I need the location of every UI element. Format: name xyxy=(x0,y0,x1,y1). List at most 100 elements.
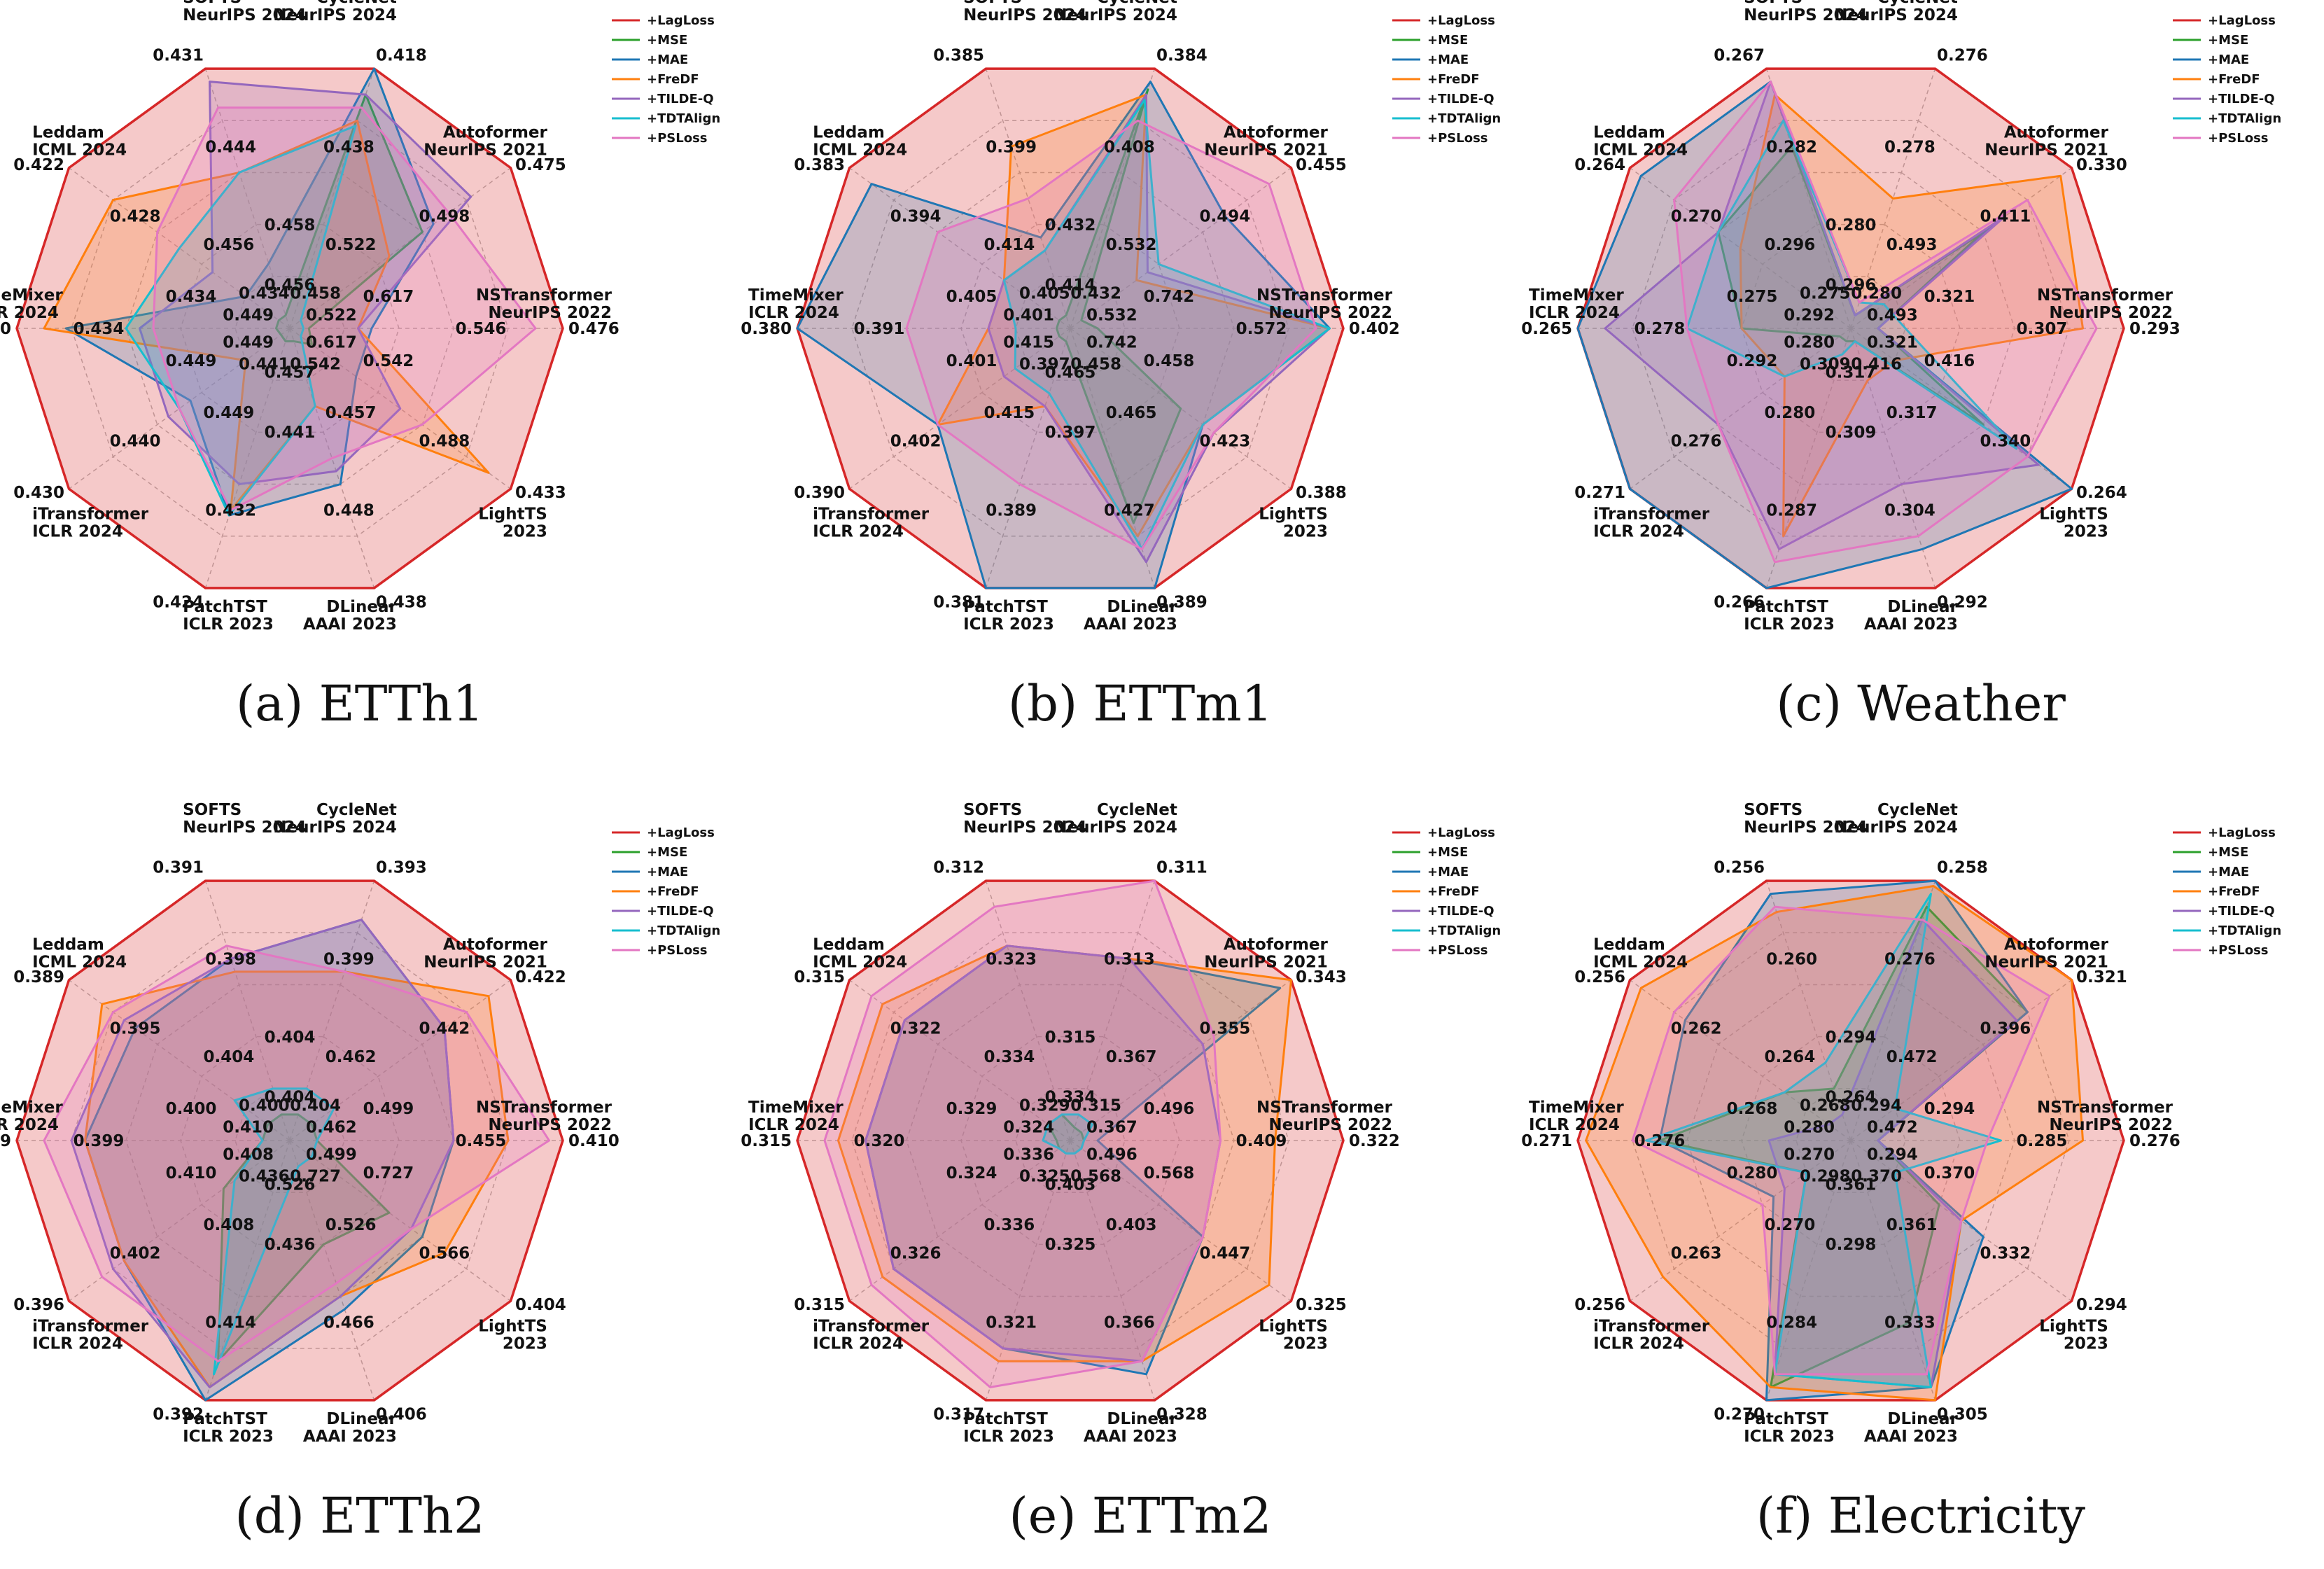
inner-value-label: 0.496 xyxy=(1144,1100,1195,1118)
axis-model-venue: ICLR 2024 xyxy=(1529,1116,1620,1134)
inner-value-label: 0.496 xyxy=(1086,1145,1138,1164)
worst-value-label: 0.313 xyxy=(1104,950,1155,968)
axis-model-venue: ICLR 2024 xyxy=(1529,304,1620,322)
inner-value-label: 0.321 xyxy=(1867,333,1918,351)
panel-caption: (a) ETTh1 xyxy=(236,675,484,732)
axis-model-name: iTransformer xyxy=(813,1318,930,1336)
axis-model-venue: NeurIPS 2022 xyxy=(1268,1116,1392,1134)
inner-value-label: 0.329 xyxy=(1019,1097,1070,1115)
worst-value-label: 0.438 xyxy=(323,138,374,156)
best-value-label: 0.380 xyxy=(741,320,792,338)
axis-spoke xyxy=(1070,1140,1156,1401)
inner-value-label: 0.522 xyxy=(306,307,357,325)
best-value-label: 0.343 xyxy=(1296,968,1347,986)
worst-value-label: 0.409 xyxy=(1236,1132,1287,1150)
inner-value-label: 0.404 xyxy=(204,1048,255,1066)
worst-value-label: 0.340 xyxy=(1980,432,2031,450)
inner-value-label: 0.499 xyxy=(306,1145,357,1164)
inner-value-label: 0.414 xyxy=(984,236,1035,254)
inner-value-label: 0.441 xyxy=(239,355,290,373)
grid-ring xyxy=(960,223,1180,433)
axis-spoke xyxy=(849,328,1071,489)
inner-value-label: 0.270 xyxy=(1765,1216,1816,1234)
series-area-psloss xyxy=(1631,905,2051,1376)
best-value-label: 0.418 xyxy=(376,46,427,64)
best-value-label: 0.293 xyxy=(2129,320,2180,338)
legend-entry-label: +LagLoss xyxy=(2208,13,2276,28)
axis-model-venue: ICLR 2023 xyxy=(963,1428,1054,1446)
axis-spoke xyxy=(289,167,511,329)
legend-entry-label: +TILDE-Q xyxy=(2208,92,2275,106)
axis-model-venue: ICLR 2024 xyxy=(1593,1335,1684,1353)
inner-value-label: 0.275 xyxy=(1727,288,1778,306)
inner-value-label: 0.568 xyxy=(1070,1167,1121,1185)
grid-ring xyxy=(851,120,1289,537)
inner-value-label: 0.309 xyxy=(1826,424,1877,442)
best-value-label: 0.276 xyxy=(1937,46,1988,64)
panel-caption: (d) ETTh2 xyxy=(234,1487,484,1544)
axis-model-venue: 2023 xyxy=(503,523,547,541)
inner-value-label: 0.408 xyxy=(223,1145,274,1164)
legend-entry-label: +MSE xyxy=(2208,33,2248,48)
inner-value-label: 0.336 xyxy=(1003,1145,1054,1164)
inner-value-label: 0.449 xyxy=(166,352,217,370)
worst-value-label: 0.333 xyxy=(1884,1314,1935,1332)
best-value-label: 0.292 xyxy=(1937,594,1988,612)
inner-value-label: 0.325 xyxy=(1019,1167,1070,1185)
axis-model-venue: ICLR 2023 xyxy=(1744,615,1835,634)
axis-model-venue: ICML 2024 xyxy=(1593,953,1688,971)
axis-model-venue: NeurIPS 2022 xyxy=(488,304,612,322)
worst-value-label: 0.466 xyxy=(323,1314,374,1332)
axis-model-venue: NeurIPS 2024 xyxy=(1834,6,1958,25)
grid-ring xyxy=(1015,276,1126,381)
axis-model-venue: ICLR 2024 xyxy=(0,304,59,322)
inner-value-label: 0.397 xyxy=(1045,424,1096,442)
inner-value-label: 0.317 xyxy=(1826,363,1877,382)
axis-model-venue: NeurIPS 2021 xyxy=(1204,953,1328,971)
axis-model-venue: ICLR 2024 xyxy=(1593,523,1684,541)
best-value-label: 0.256 xyxy=(1574,1296,1625,1314)
inner-value-label: 0.532 xyxy=(1106,236,1157,254)
axis-model-venue: NeurIPS 2024 xyxy=(963,818,1087,837)
axis-model-venue: NeurIPS 2024 xyxy=(183,6,307,25)
axis-model-name: DLinear xyxy=(326,1410,397,1428)
legend-entry-label: +TDTAlign xyxy=(2208,923,2281,938)
legend-entry-label: +FreDF xyxy=(647,884,699,899)
panel-caption: (c) Weather xyxy=(1776,675,2066,732)
best-value-label: 0.385 xyxy=(933,46,984,64)
inner-value-label: 0.294 xyxy=(1867,1145,1918,1164)
axis-spoke xyxy=(1070,880,1156,1141)
axis-model-venue: AAAI 2023 xyxy=(303,615,397,634)
series-area-tildeq xyxy=(1604,81,2040,550)
axis-model-name: Autoformer xyxy=(1224,123,1329,141)
inner-value-label: 0.432 xyxy=(1045,216,1096,235)
grid-ring xyxy=(851,932,1289,1349)
worst-value-label: 0.395 xyxy=(110,1020,161,1038)
worst-value-label: 0.546 xyxy=(456,320,507,338)
axis-model-venue: ICLR 2023 xyxy=(1744,1428,1835,1446)
inner-value-label: 0.449 xyxy=(223,333,274,351)
inner-value-label: 0.436 xyxy=(239,1167,290,1185)
inner-value-label: 0.280 xyxy=(1851,285,1902,303)
axis-model-name: CycleNet xyxy=(1097,801,1177,819)
axis-model-name: DLinear xyxy=(1107,1410,1177,1428)
inner-value-label: 0.465 xyxy=(1106,404,1157,422)
axis-spoke xyxy=(289,1140,511,1302)
axis-model-name: iTransformer xyxy=(32,1318,149,1336)
inner-value-label: 0.404 xyxy=(265,1089,316,1107)
series-area-tdtalign xyxy=(125,125,357,517)
inner-value-label: 0.405 xyxy=(1019,285,1070,303)
inner-value-label: 0.617 xyxy=(306,333,357,351)
legend-entry-label: +LagLoss xyxy=(647,13,715,28)
inner-value-label: 0.321 xyxy=(1924,288,1975,306)
legend-entry-label: +LagLoss xyxy=(1427,825,1495,840)
inner-value-label: 0.458 xyxy=(265,216,316,235)
axis-spoke xyxy=(1850,1140,1936,1401)
legend-entry-label: +PSLoss xyxy=(1427,943,1488,958)
axis-model-name: NSTransformer xyxy=(1256,1099,1393,1117)
axis-model-name: iTransformer xyxy=(32,505,149,524)
axis-model-name: CycleNet xyxy=(1877,0,1958,7)
inner-value-label: 0.472 xyxy=(1886,1048,1938,1066)
grid-ring xyxy=(71,932,509,1349)
axis-model-name: Leddam xyxy=(1593,123,1665,141)
